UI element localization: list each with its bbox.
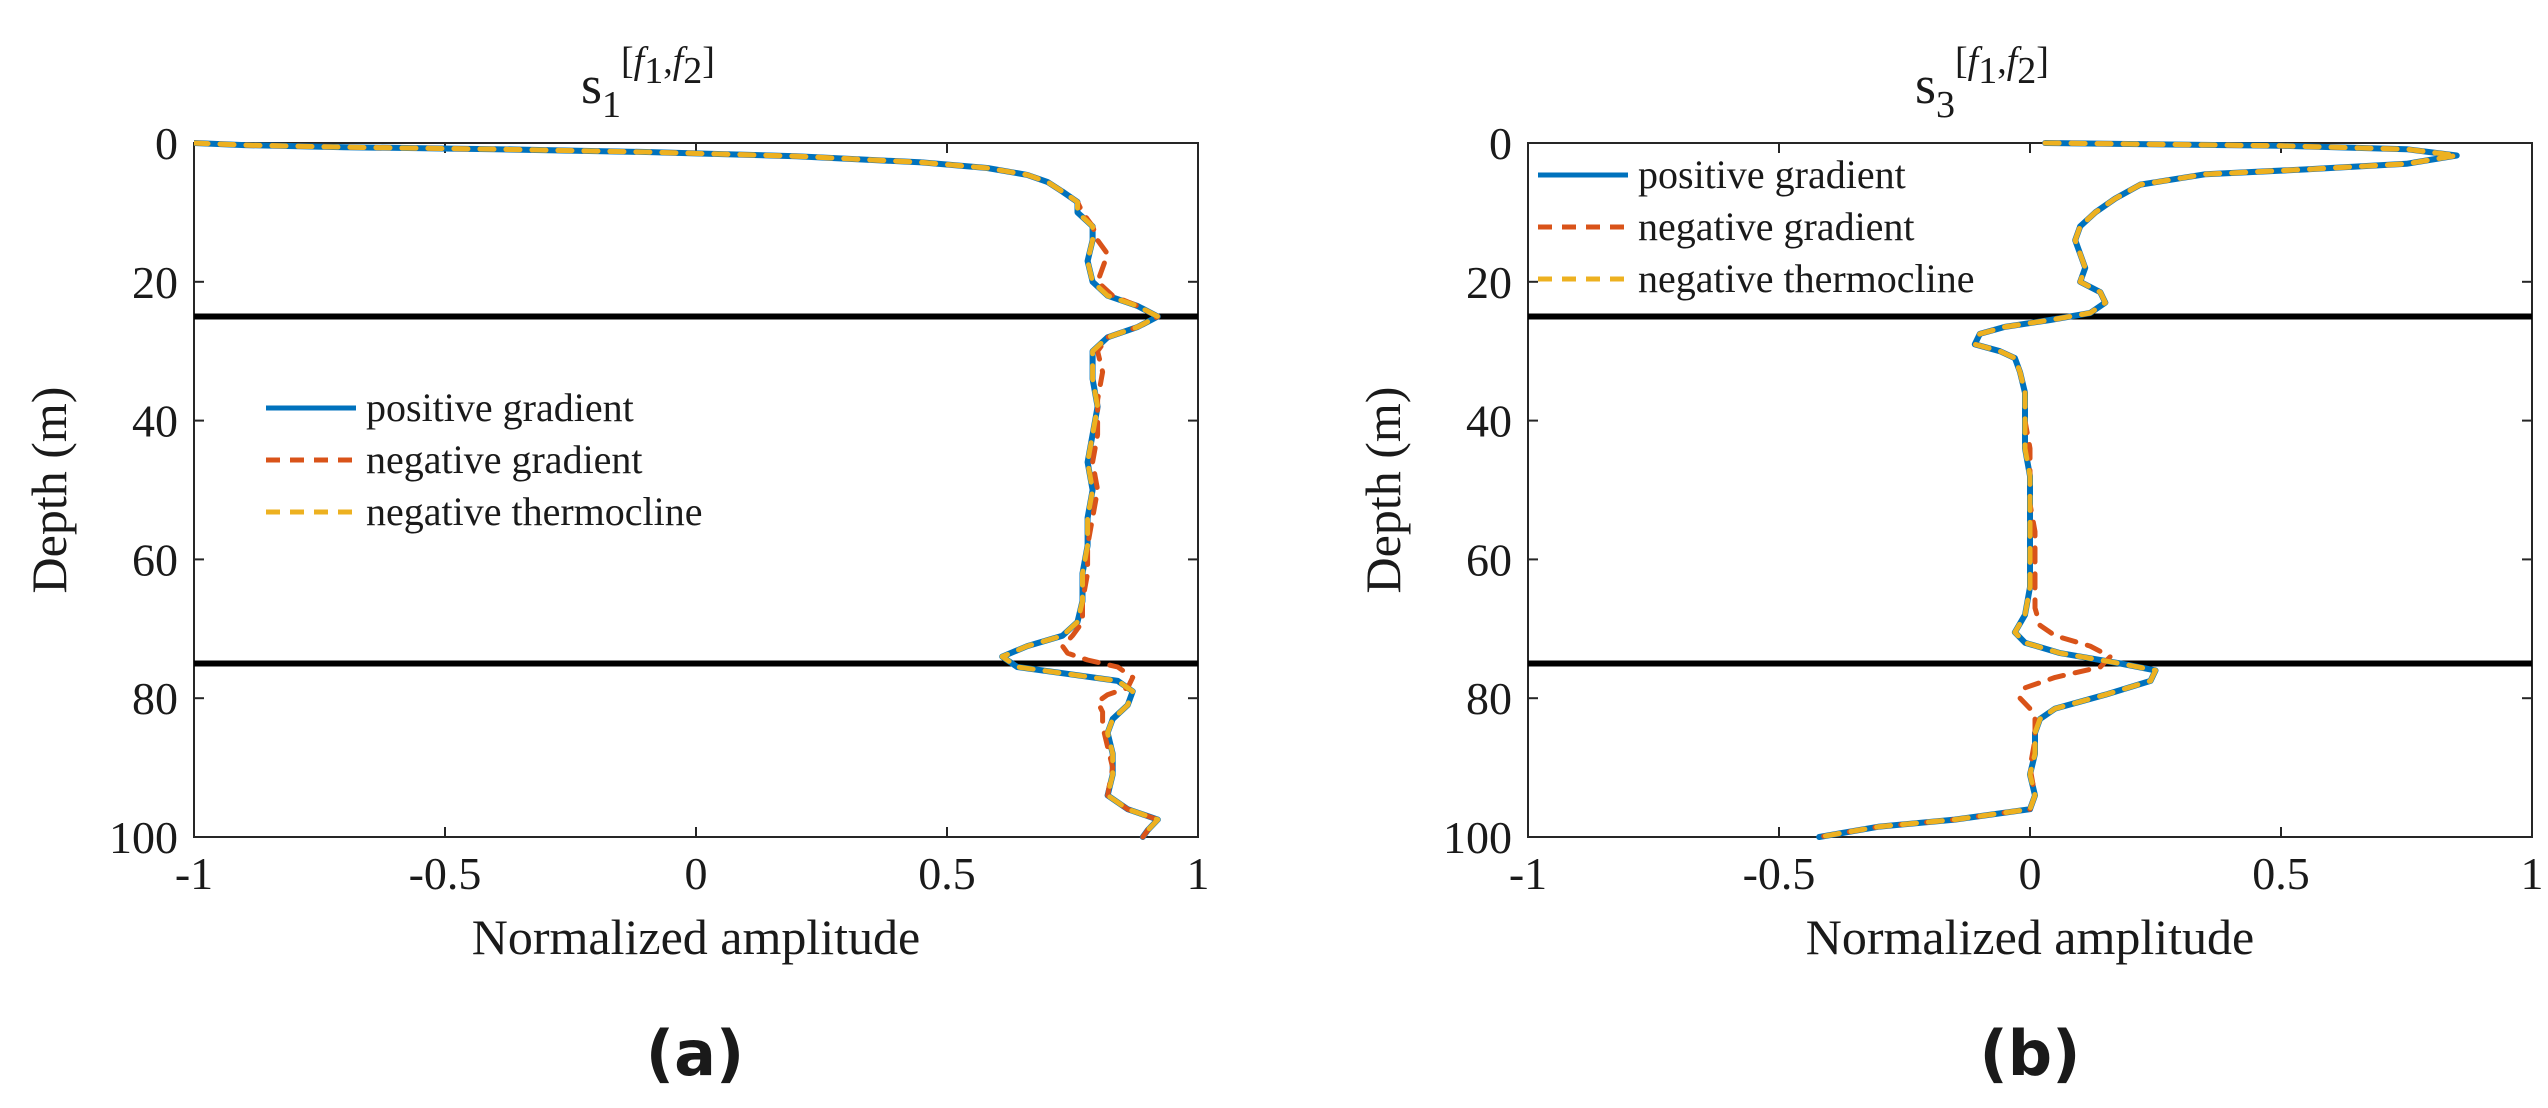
panel-label: (b) — [1979, 1017, 2080, 1090]
x-tick-label: 1 — [1187, 848, 1210, 899]
x-axis-label: Normalized amplitude — [472, 909, 920, 965]
series-group — [1816, 140, 2460, 840]
x-tick-label: 0.5 — [918, 848, 976, 899]
series-group — [194, 140, 1161, 840]
legend: positive gradient negative gradient negati… — [266, 385, 703, 534]
x-tick-label: -1 — [1509, 848, 1547, 899]
x-tick-label: -0.5 — [1743, 848, 1816, 899]
x-axis-label: Normalized amplitude — [1806, 909, 2254, 965]
y-tick-label: 80 — [132, 673, 178, 724]
y-tick-label: 0 — [155, 118, 178, 169]
x-tick-label: 0 — [685, 848, 708, 899]
legend-entry: negative gradient — [1638, 204, 1915, 249]
chart-title: s3[f1,f2] — [1915, 40, 2049, 126]
panel-b: -1 -0.5 0 0.5 1 0 20 40 60 80 100 Normalized amplit… — [1355, 40, 2544, 1090]
y-tick-label: 20 — [1466, 257, 1512, 308]
y-tick-label: 60 — [1466, 534, 1512, 585]
y-tick-label: 80 — [1466, 673, 1512, 724]
y-tick-label: 40 — [132, 396, 178, 447]
panel-a: -1 -0.5 0 0.5 1 0 20 40 60 80 100 Normalized amplit… — [21, 40, 1210, 1090]
y-tick-label: 100 — [1443, 812, 1512, 863]
chart-title: s1[f1,f2] — [581, 40, 715, 126]
x-tick-label: -0.5 — [409, 848, 482, 899]
y-axis-label: Depth (m) — [1355, 387, 1411, 594]
y-tick-label: 60 — [132, 534, 178, 585]
series-line-negative-thermocline — [1816, 140, 2460, 840]
series-line-negative-thermocline — [194, 140, 1161, 840]
x-tick-label: -1 — [175, 848, 213, 899]
y-tick-label: 0 — [1489, 118, 1512, 169]
x-tick-label: 1 — [2521, 848, 2544, 899]
y-tick-label: 100 — [109, 812, 178, 863]
legend: positive gradient negative gradient negati… — [1538, 152, 1975, 301]
y-tick-label: 20 — [132, 257, 178, 308]
y-axis-label: Depth (m) — [21, 387, 77, 594]
legend-entry: positive gradient — [366, 385, 634, 430]
legend-entry: positive gradient — [1638, 152, 1906, 197]
legend-entry: negative thermocline — [1638, 256, 1975, 301]
x-tick-label: 0 — [2019, 848, 2042, 899]
y-tick-label: 40 — [1466, 396, 1512, 447]
panel-label: (a) — [646, 1017, 745, 1090]
legend-entry: negative gradient — [366, 437, 643, 482]
x-tick-label: 0.5 — [2252, 848, 2310, 899]
legend-entry: negative thermocline — [366, 489, 703, 534]
